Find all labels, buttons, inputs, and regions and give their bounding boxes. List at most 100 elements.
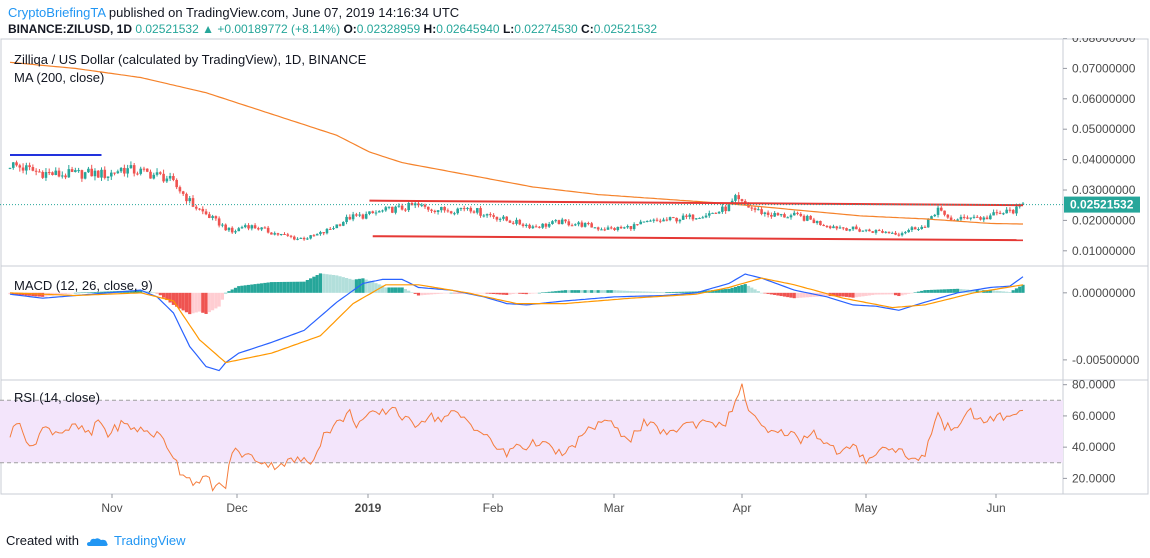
candle-body [681,215,685,220]
candle-body [577,222,580,225]
candle-body [619,226,623,229]
macd-histogram-bar [619,290,623,293]
candle-body [985,217,989,220]
macd-histogram-bar [567,290,571,293]
macd-histogram-bar [642,291,646,293]
macd-histogram-bar [808,292,813,298]
macd-histogram-bar [887,292,891,295]
candle-body [106,176,110,178]
macd-histogram-bar [273,282,277,293]
candle-body [482,215,486,217]
candle-body [613,228,616,231]
candle-body [969,217,973,219]
macd-histogram-bar [580,290,584,293]
candle-body [47,172,51,174]
tradingview-cloud-icon [86,537,108,546]
candle-body [838,227,842,229]
candle-body [263,227,267,229]
macd-histogram-bar [769,292,773,295]
macd-histogram-bar [939,289,943,293]
macd-histogram-bar [913,292,917,293]
candle-body [296,238,299,240]
macd-histogram-bar [959,289,963,293]
candle-body [864,229,868,231]
macd-histogram-bar [135,290,140,293]
macd-histogram-bar [305,279,309,293]
candle-body [940,207,943,211]
macd-histogram-bar [260,283,264,293]
candle-body [335,224,339,229]
macd-histogram-bar [456,292,460,294]
author-link[interactable]: CryptoBriefingTA [8,5,106,20]
candle-body [224,224,227,231]
macd-histogram-bar [443,292,447,294]
macd-histogram-bar [335,275,339,293]
macd-histogram-bar [511,292,515,294]
candle-body [815,220,819,224]
macd-histogram-bar [364,279,368,293]
macd-histogram-bar [733,286,738,293]
candle-body [243,225,247,228]
macd-histogram-bar [743,284,747,293]
candle-body [946,214,950,218]
macd-histogram-bar [1001,291,1005,293]
candle-body [779,214,783,216]
macd-histogram-bar [831,292,836,297]
macd-histogram-bar [325,274,329,293]
tradingview-brand[interactable]: TradingView [114,533,186,548]
candle-body [717,211,721,214]
macd-histogram-bar [148,291,153,293]
macd-histogram-bar [782,292,787,297]
candle-body [936,207,940,215]
candle-body [943,210,946,215]
macd-histogram-bar [269,282,274,293]
candle-body [554,220,558,222]
candle-body [351,214,355,220]
macd-histogram-bar [132,290,136,293]
macd-histogram-bar [145,291,149,293]
macd-histogram-bar [99,291,104,293]
ma-200-line [9,61,1023,225]
candle-body [116,171,120,174]
candle-body [678,219,682,222]
upper-trendline[interactable] [369,199,1024,207]
macd-histogram-bar [276,282,280,293]
candle-body [322,232,326,234]
macd-histogram-bar [652,291,656,293]
lower-trendline[interactable] [372,235,1024,242]
high-value: 0.02645940 [436,22,500,36]
rsi-tick-label: 80.0000 [1072,378,1116,392]
macd-histogram-bar [57,292,61,295]
candle-body [917,228,920,230]
trading-chart[interactable]: 0.08000000 0.07000000 0.06000000 0.05000000… [0,38,1150,523]
macd-histogram-bar [701,290,705,293]
candle-body [606,227,610,230]
candle-body [194,206,198,209]
macd-histogram-bar [289,281,293,293]
macd-histogram-bar [77,292,81,294]
candle-body [518,219,522,225]
candle-body [400,205,404,210]
candle-body [185,193,188,202]
candle-body [776,213,780,216]
macd-histogram-bar [586,290,590,293]
candle-body [557,220,561,225]
macd-histogram-bar [54,292,58,296]
candle-body [54,170,58,175]
candle-body [861,230,865,232]
candle-body [583,223,587,227]
candle-body [60,175,64,177]
macd-histogram-bar [763,292,767,294]
macd-histogram-bar [952,288,956,293]
candle-body [404,209,407,211]
candle-body [44,172,48,178]
candle-body [155,172,159,175]
macd-histogram-bar [838,292,842,297]
macd-histogram-bar [158,292,162,296]
macd-histogram-bar [779,292,783,297]
macd-histogram-bar [201,292,205,313]
candle-body [472,211,476,213]
price-tick-label: 0.03000000 [1072,183,1136,197]
macd-histogram-bar [727,288,731,293]
candle-body [989,215,992,220]
